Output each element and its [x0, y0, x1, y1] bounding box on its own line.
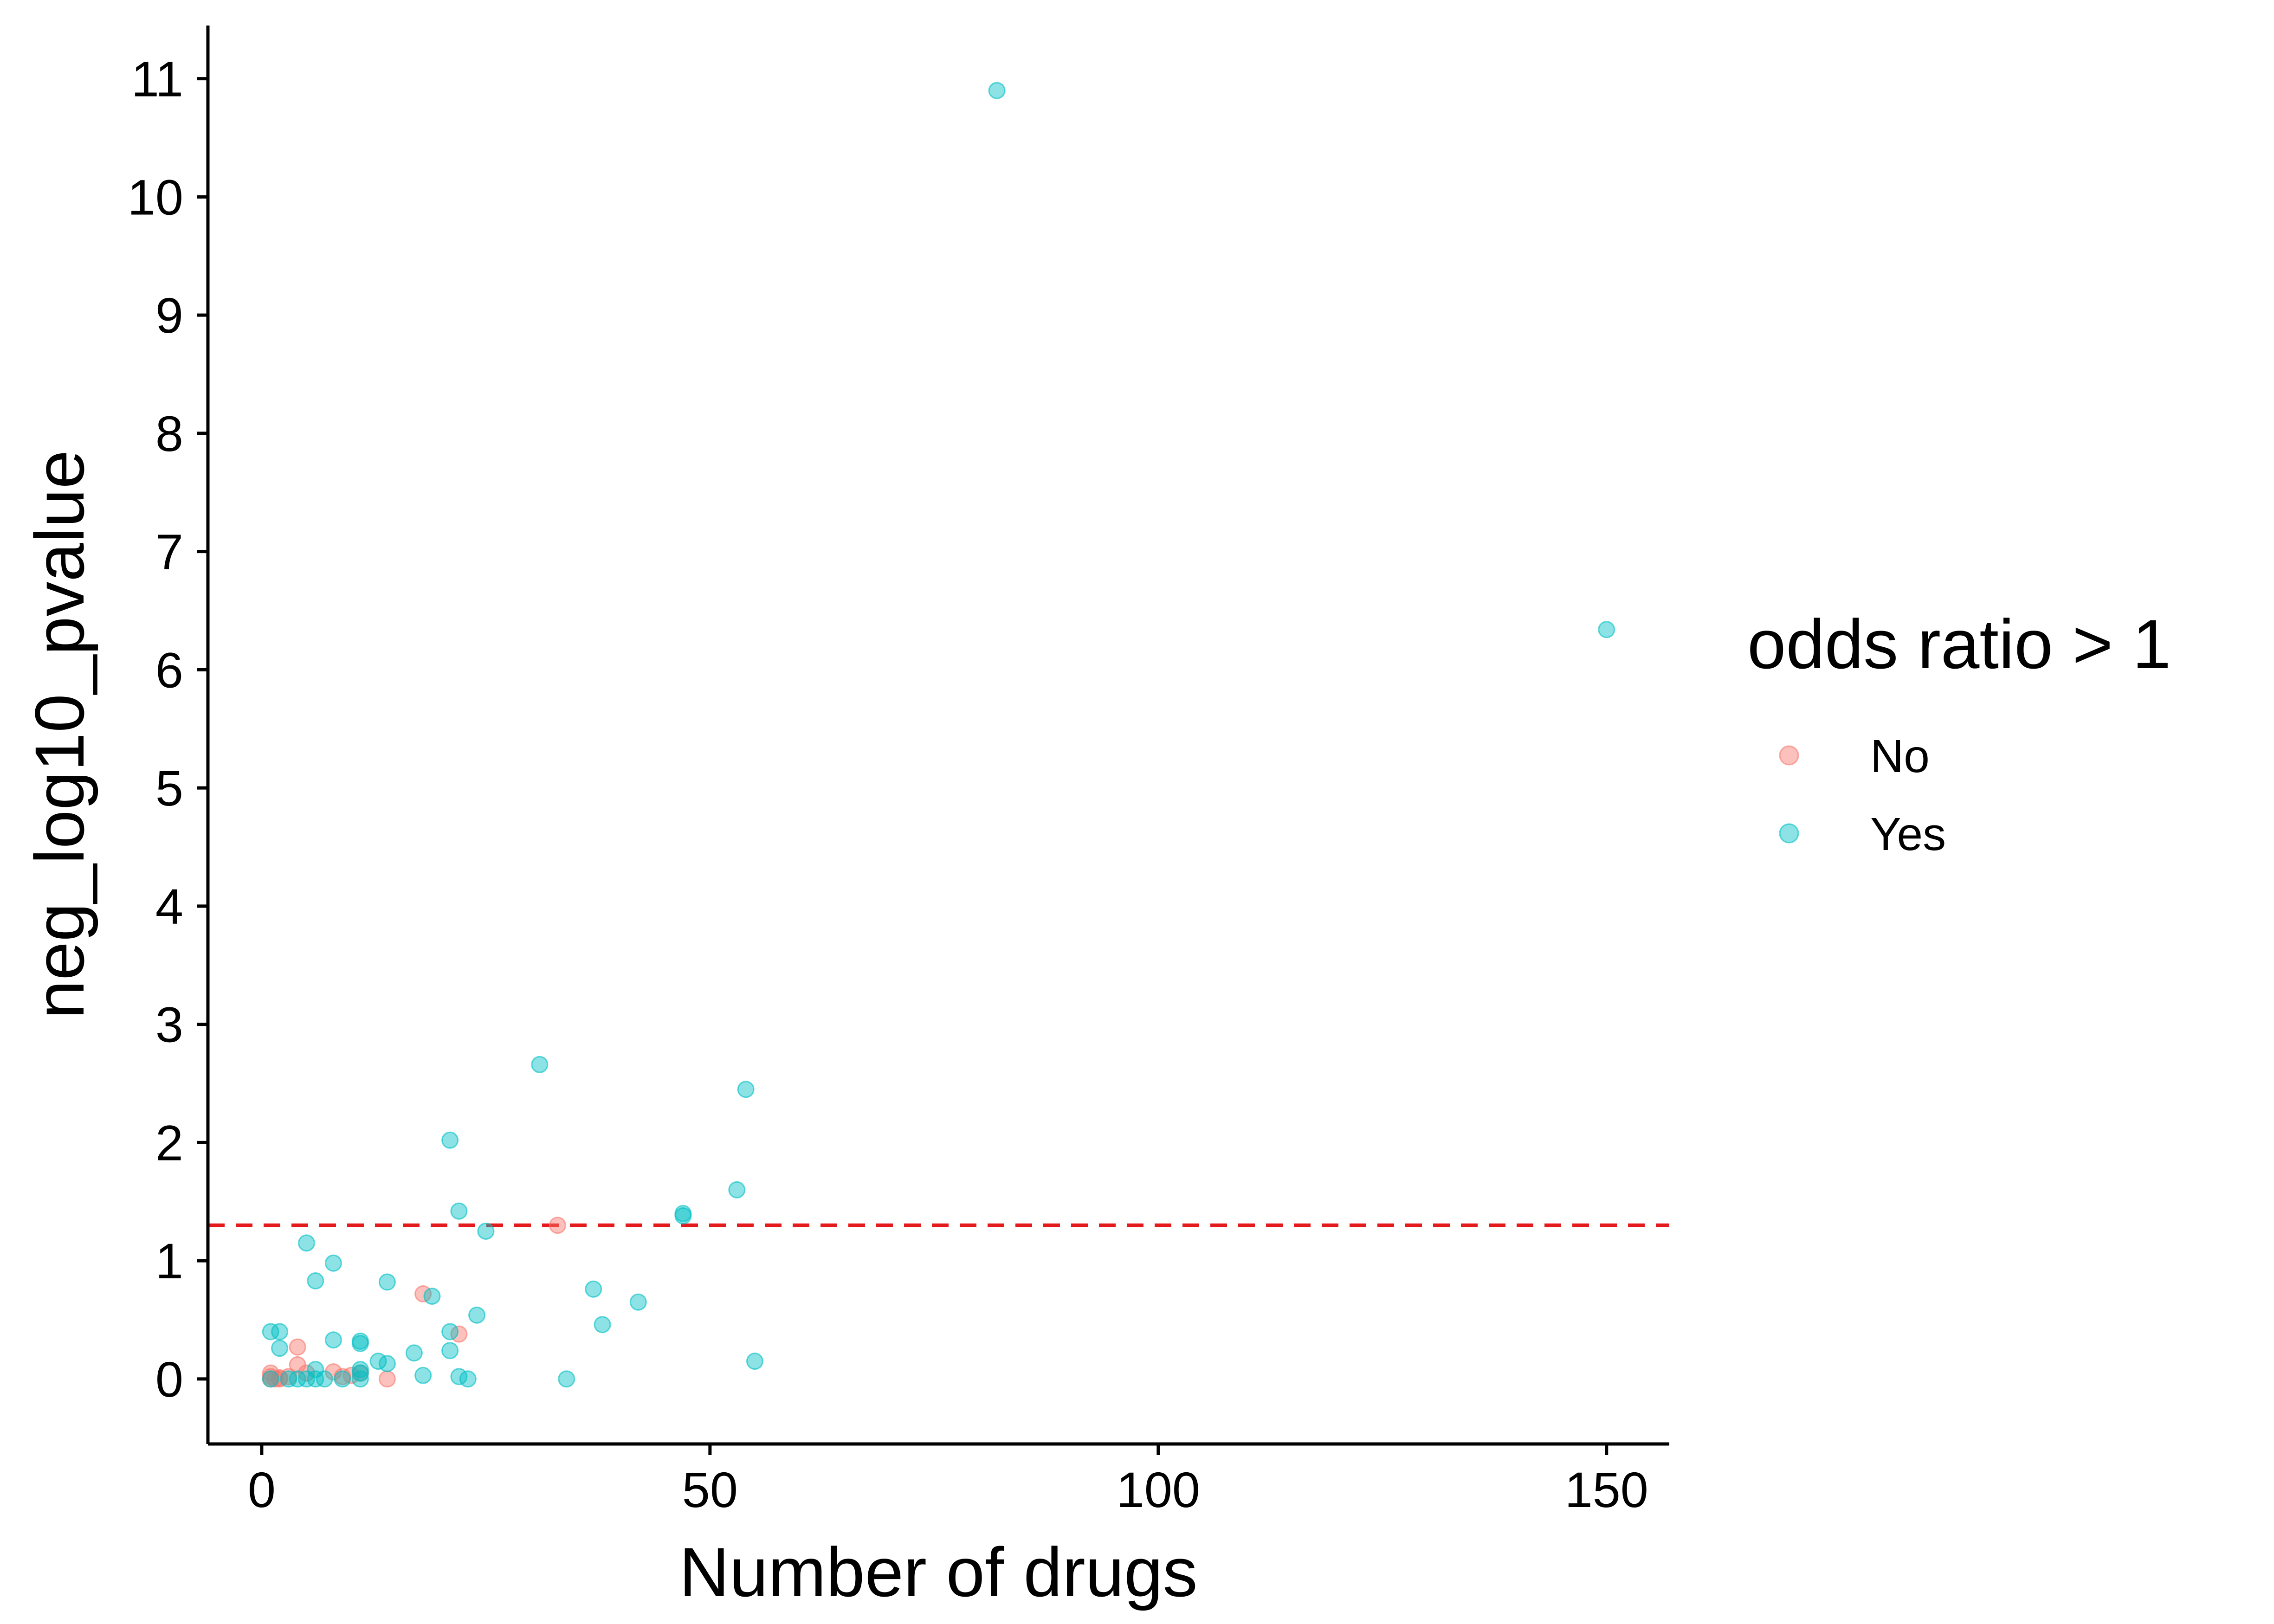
x-ticks: 0 50 100 150: [248, 1444, 1648, 1518]
x-tick-label: 0: [248, 1462, 276, 1518]
point-yes: [585, 1280, 602, 1298]
y-tick-label: 3: [155, 997, 183, 1053]
y-tick-label: 11: [131, 51, 183, 107]
y-axis-title: neg_log10_pvalue: [20, 450, 98, 1019]
x-tick-label: 100: [1117, 1462, 1200, 1518]
legend-key-yes: [1779, 823, 1799, 844]
point-yes: [594, 1316, 611, 1334]
legend: odds ratio > 1 No Yes: [1747, 605, 2171, 860]
point-yes: [262, 1323, 279, 1340]
point-yes: [988, 82, 1006, 99]
y-tick-label: 2: [155, 1115, 183, 1171]
point-yes: [728, 1181, 746, 1199]
point-yes: [324, 1331, 342, 1349]
y-tick-label: 8: [155, 406, 183, 462]
point-no: [378, 1370, 396, 1388]
point-yes: [405, 1344, 423, 1362]
point-yes: [531, 1056, 549, 1073]
y-tick-label: 0: [155, 1351, 183, 1407]
point-no: [266, 1370, 284, 1388]
y-tick-label: 1: [155, 1233, 183, 1289]
point-no: [289, 1338, 306, 1356]
point-yes: [324, 1254, 342, 1272]
point-yes: [629, 1293, 647, 1311]
point-no: [324, 1363, 342, 1381]
point-yes: [1598, 621, 1615, 638]
point-yes: [351, 1370, 369, 1388]
point-yes: [468, 1306, 486, 1324]
point-yes: [307, 1370, 324, 1388]
point-yes: [450, 1202, 468, 1220]
point-yes: [280, 1370, 297, 1388]
point-yes: [316, 1370, 333, 1388]
y-tick-label: 6: [155, 642, 183, 698]
point-yes: [351, 1332, 369, 1350]
point-yes: [737, 1081, 755, 1098]
y-tick-label: 7: [155, 524, 183, 580]
x-axis-title: Number of drugs: [679, 1533, 1197, 1611]
axes: [206, 26, 1669, 1446]
legend-label-no: No: [1870, 730, 1930, 782]
point-yes: [289, 1370, 306, 1388]
point-yes: [459, 1370, 477, 1388]
legend-entries: No Yes: [1779, 730, 1946, 860]
point-yes: [674, 1205, 692, 1222]
point-no: [549, 1217, 566, 1234]
y-tick-label: 9: [155, 287, 183, 343]
point-yes: [441, 1323, 459, 1340]
point-yes: [334, 1370, 351, 1388]
y-ticks: 0 1 2 3 4 5 6 7 8 9 10 11: [128, 51, 208, 1407]
x-tick-label: 150: [1565, 1462, 1648, 1518]
point-yes: [441, 1342, 459, 1360]
point-yes: [271, 1323, 289, 1340]
point-yes: [378, 1273, 396, 1291]
y-tick-label: 4: [155, 878, 183, 934]
x-tick-label: 50: [682, 1462, 738, 1518]
y-tick-label: 10: [128, 169, 183, 225]
points-layer: [262, 82, 1615, 1388]
point-yes: [477, 1222, 495, 1240]
y-tick-label: 5: [155, 760, 183, 816]
point-yes: [262, 1370, 279, 1388]
point-yes: [378, 1355, 396, 1373]
point-no: [298, 1364, 316, 1382]
legend-title: odds ratio > 1: [1747, 605, 2171, 683]
point-yes: [746, 1353, 763, 1370]
point-yes: [307, 1272, 324, 1289]
point-yes: [558, 1370, 575, 1388]
point-yes: [298, 1234, 316, 1252]
point-yes: [414, 1366, 432, 1384]
legend-label-yes: Yes: [1870, 808, 1946, 860]
legend-key-no: [1779, 745, 1799, 766]
point-yes: [351, 1364, 369, 1382]
point-yes: [441, 1131, 459, 1149]
point-yes: [271, 1340, 289, 1357]
point-yes: [423, 1288, 441, 1305]
